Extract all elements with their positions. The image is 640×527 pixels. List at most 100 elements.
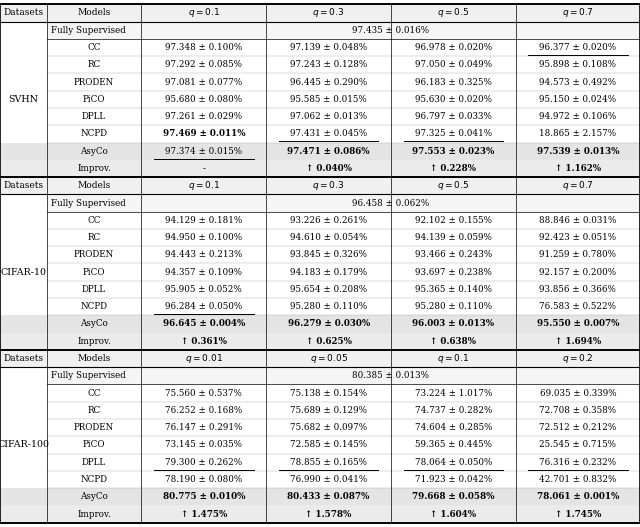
Text: 75.138 ± 0.154%: 75.138 ± 0.154% bbox=[290, 388, 367, 397]
Text: Improv.: Improv. bbox=[77, 510, 111, 519]
Text: 93.226 ± 0.261%: 93.226 ± 0.261% bbox=[290, 216, 367, 225]
Text: NCPD: NCPD bbox=[81, 302, 108, 311]
Text: 97.539 ± 0.013%: 97.539 ± 0.013% bbox=[537, 147, 619, 155]
Text: 97.081 ± 0.077%: 97.081 ± 0.077% bbox=[165, 77, 243, 86]
Text: Datasets: Datasets bbox=[3, 181, 44, 190]
Text: 97.243 ± 0.128%: 97.243 ± 0.128% bbox=[290, 60, 367, 69]
Text: Models: Models bbox=[77, 8, 111, 17]
Text: 78.064 ± 0.050%: 78.064 ± 0.050% bbox=[415, 458, 492, 467]
Text: 71.923 ± 0.042%: 71.923 ± 0.042% bbox=[415, 475, 492, 484]
Text: 94.950 ± 0.100%: 94.950 ± 0.100% bbox=[165, 233, 243, 242]
Text: Improv.: Improv. bbox=[77, 337, 111, 346]
Text: DPLL: DPLL bbox=[82, 285, 106, 294]
Text: 74.737 ± 0.282%: 74.737 ± 0.282% bbox=[415, 406, 492, 415]
Text: 95.585 ± 0.015%: 95.585 ± 0.015% bbox=[291, 95, 367, 104]
Text: 95.898 ± 0.108%: 95.898 ± 0.108% bbox=[540, 60, 616, 69]
Text: 80.775 ± 0.010%: 80.775 ± 0.010% bbox=[163, 492, 245, 501]
Bar bbox=[0, 350, 640, 367]
Text: PRODEN: PRODEN bbox=[74, 77, 114, 86]
Text: $q = 0.2$: $q = 0.2$ bbox=[562, 352, 594, 365]
Text: 72.708 ± 0.358%: 72.708 ± 0.358% bbox=[540, 406, 616, 415]
Text: 25.545 ± 0.715%: 25.545 ± 0.715% bbox=[540, 441, 616, 450]
Text: ↑ 0.228%: ↑ 0.228% bbox=[431, 164, 476, 173]
Text: 72.585 ± 0.145%: 72.585 ± 0.145% bbox=[290, 441, 367, 450]
Text: PRODEN: PRODEN bbox=[74, 423, 114, 432]
Text: $q = 0.7$: $q = 0.7$ bbox=[562, 179, 594, 192]
Text: $q = 0.1$: $q = 0.1$ bbox=[188, 6, 220, 19]
Text: 92.102 ± 0.155%: 92.102 ± 0.155% bbox=[415, 216, 492, 225]
Text: ↑ 0.040%: ↑ 0.040% bbox=[306, 164, 351, 173]
Text: 76.252 ± 0.168%: 76.252 ± 0.168% bbox=[165, 406, 243, 415]
Text: PiCO: PiCO bbox=[83, 268, 106, 277]
Text: 75.560 ± 0.537%: 75.560 ± 0.537% bbox=[165, 388, 243, 397]
Text: Datasets: Datasets bbox=[3, 354, 44, 363]
Text: 96.284 ± 0.050%: 96.284 ± 0.050% bbox=[165, 302, 243, 311]
Text: $q = 0.1$: $q = 0.1$ bbox=[437, 352, 470, 365]
Text: 76.583 ± 0.522%: 76.583 ± 0.522% bbox=[540, 302, 616, 311]
Text: $q = 0.3$: $q = 0.3$ bbox=[312, 6, 345, 19]
Text: 91.259 ± 0.780%: 91.259 ± 0.780% bbox=[540, 250, 616, 259]
Text: 97.139 ± 0.048%: 97.139 ± 0.048% bbox=[290, 43, 367, 52]
Text: 94.183 ± 0.179%: 94.183 ± 0.179% bbox=[290, 268, 367, 277]
Text: AsyCo: AsyCo bbox=[80, 147, 108, 155]
Text: ↑ 0.638%: ↑ 0.638% bbox=[431, 337, 476, 346]
Text: 75.682 ± 0.097%: 75.682 ± 0.097% bbox=[290, 423, 367, 432]
Text: ↑ 1.475%: ↑ 1.475% bbox=[180, 510, 227, 519]
Text: 97.431 ± 0.045%: 97.431 ± 0.045% bbox=[290, 130, 367, 139]
Text: Fully Supervised: Fully Supervised bbox=[51, 372, 125, 380]
Text: 97.062 ± 0.013%: 97.062 ± 0.013% bbox=[290, 112, 367, 121]
Text: 97.374 ± 0.015%: 97.374 ± 0.015% bbox=[165, 147, 243, 155]
Text: $q = 0.5$: $q = 0.5$ bbox=[437, 179, 470, 192]
Text: 94.139 ± 0.059%: 94.139 ± 0.059% bbox=[415, 233, 492, 242]
Text: 73.145 ± 0.035%: 73.145 ± 0.035% bbox=[165, 441, 243, 450]
Text: 88.846 ± 0.031%: 88.846 ± 0.031% bbox=[540, 216, 616, 225]
Text: 96.978 ± 0.020%: 96.978 ± 0.020% bbox=[415, 43, 492, 52]
Text: 97.469 ± 0.011%: 97.469 ± 0.011% bbox=[163, 130, 245, 139]
Text: ↑ 1.162%: ↑ 1.162% bbox=[555, 164, 601, 173]
Text: $q = 0.1$: $q = 0.1$ bbox=[188, 179, 220, 192]
Text: 97.471 ± 0.086%: 97.471 ± 0.086% bbox=[287, 147, 370, 155]
Text: 96.279 ± 0.030%: 96.279 ± 0.030% bbox=[287, 319, 370, 328]
Text: 93.697 ± 0.238%: 93.697 ± 0.238% bbox=[415, 268, 492, 277]
Bar bbox=[0, 4, 640, 22]
Text: RC: RC bbox=[88, 233, 100, 242]
Text: 78.190 ± 0.080%: 78.190 ± 0.080% bbox=[165, 475, 243, 484]
Text: DPLL: DPLL bbox=[82, 112, 106, 121]
Text: NCPD: NCPD bbox=[81, 475, 108, 484]
Text: 80.433 ± 0.087%: 80.433 ± 0.087% bbox=[287, 492, 370, 501]
Text: 96.645 ± 0.004%: 96.645 ± 0.004% bbox=[163, 319, 245, 328]
Text: 78.061 ± 0.001%: 78.061 ± 0.001% bbox=[537, 492, 619, 501]
Text: AsyCo: AsyCo bbox=[80, 319, 108, 328]
Text: 96.458 ± 0.062%: 96.458 ± 0.062% bbox=[352, 199, 429, 208]
Bar bbox=[0, 333, 640, 350]
Text: 97.325 ± 0.041%: 97.325 ± 0.041% bbox=[415, 130, 492, 139]
Text: RC: RC bbox=[88, 406, 100, 415]
Text: RC: RC bbox=[88, 60, 100, 69]
Text: DPLL: DPLL bbox=[82, 458, 106, 467]
Text: Models: Models bbox=[77, 354, 111, 363]
Text: ↑ 1.604%: ↑ 1.604% bbox=[430, 510, 477, 519]
Text: 93.466 ± 0.243%: 93.466 ± 0.243% bbox=[415, 250, 492, 259]
Text: 78.855 ± 0.165%: 78.855 ± 0.165% bbox=[290, 458, 367, 467]
Text: PiCO: PiCO bbox=[83, 441, 106, 450]
Text: $q = 0.3$: $q = 0.3$ bbox=[312, 179, 345, 192]
Text: 95.905 ± 0.052%: 95.905 ± 0.052% bbox=[166, 285, 242, 294]
Bar bbox=[0, 142, 640, 160]
Text: ↑ 1.694%: ↑ 1.694% bbox=[555, 337, 601, 346]
Text: ↑ 0.625%: ↑ 0.625% bbox=[306, 337, 351, 346]
Text: CC: CC bbox=[87, 216, 101, 225]
Text: CC: CC bbox=[87, 43, 101, 52]
Text: 93.856 ± 0.366%: 93.856 ± 0.366% bbox=[540, 285, 616, 294]
Text: 59.365 ± 0.445%: 59.365 ± 0.445% bbox=[415, 441, 492, 450]
Bar bbox=[0, 177, 640, 194]
Text: ↑ 0.361%: ↑ 0.361% bbox=[181, 337, 227, 346]
Text: 76.990 ± 0.041%: 76.990 ± 0.041% bbox=[290, 475, 367, 484]
Text: 73.224 ± 1.017%: 73.224 ± 1.017% bbox=[415, 388, 492, 397]
Text: 18.865 ± 2.157%: 18.865 ± 2.157% bbox=[540, 130, 616, 139]
Text: 94.972 ± 0.106%: 94.972 ± 0.106% bbox=[540, 112, 616, 121]
Text: 94.443 ± 0.213%: 94.443 ± 0.213% bbox=[165, 250, 243, 259]
Text: 97.050 ± 0.049%: 97.050 ± 0.049% bbox=[415, 60, 492, 69]
Text: 94.573 ± 0.492%: 94.573 ± 0.492% bbox=[540, 77, 616, 86]
Text: 92.423 ± 0.051%: 92.423 ± 0.051% bbox=[540, 233, 616, 242]
Text: CC: CC bbox=[87, 388, 101, 397]
